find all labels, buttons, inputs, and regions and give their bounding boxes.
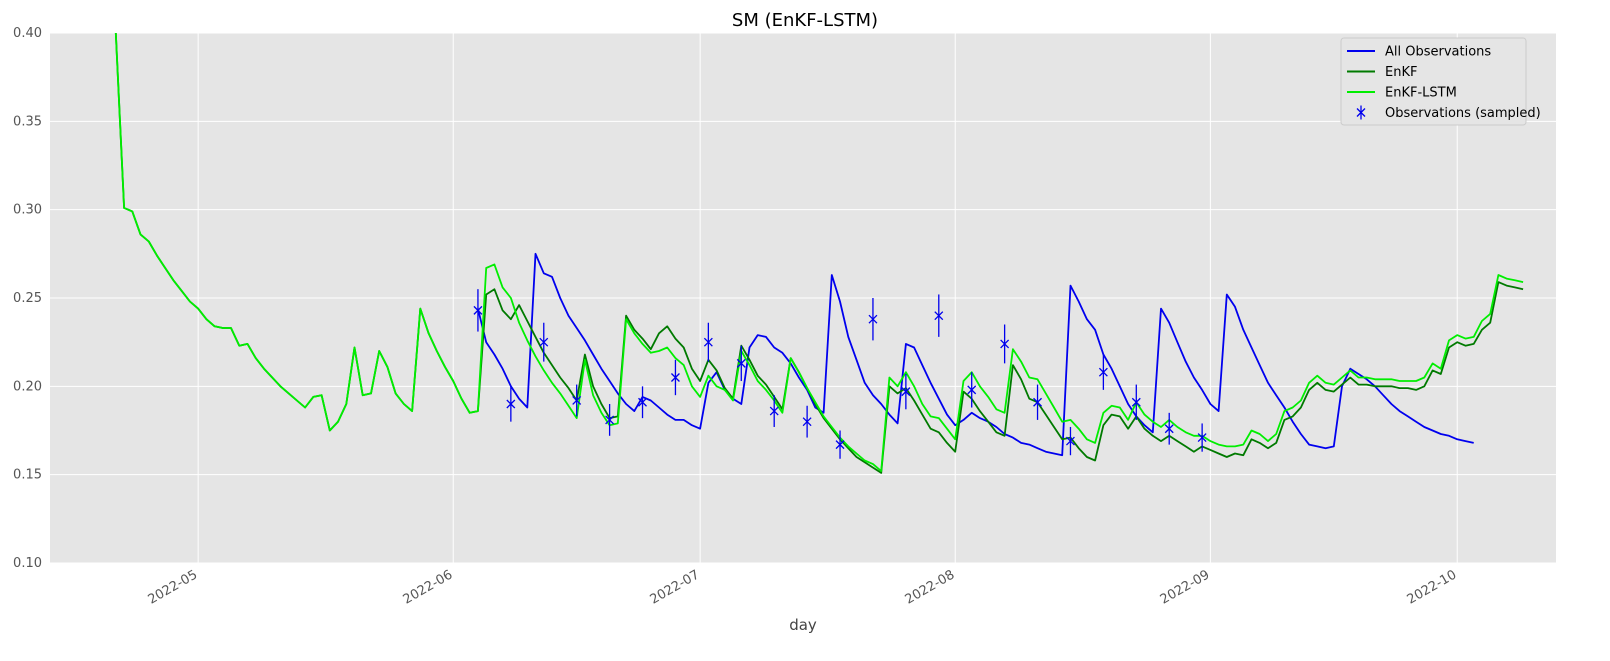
x-tick-label: 2022-09 [1158, 567, 1213, 607]
legend-item-observations-sampled: Observations (sampled) [1356, 105, 1541, 121]
observation-point [670, 359, 680, 396]
x-tick-label: 2022-08 [903, 567, 958, 607]
legend: All Observations EnKF EnKF-LSTM Observation… [1340, 37, 1541, 126]
observation-point [1098, 354, 1108, 390]
y-tick-label: 0.30 [13, 203, 42, 218]
observation-point [901, 373, 911, 410]
observation-point [835, 430, 845, 459]
observation-point [605, 404, 615, 436]
series-lines [114, 32, 1524, 474]
observation-point [1131, 384, 1141, 420]
x-tick-label: 2022-06 [401, 567, 456, 607]
observations-sampled-markers [473, 289, 1207, 459]
grid [50, 32, 1556, 564]
legend-label: Observations (sampled) [1385, 106, 1541, 121]
x-tick-label: 2022-10 [1405, 567, 1460, 607]
observation-point [1197, 423, 1207, 452]
observation-point [703, 322, 713, 362]
legend-label: All Observations [1385, 45, 1491, 60]
chart-title: SM (EnKF-LSTM) [732, 10, 878, 31]
legend-box [1340, 37, 1527, 126]
x-axis-label: day [789, 616, 817, 634]
x-tick-label: 2022-07 [648, 567, 703, 607]
observation-point [934, 294, 944, 337]
observation-point [572, 384, 582, 417]
legend-label: EnKF [1385, 65, 1417, 80]
observation-point [473, 289, 483, 332]
y-tick-label: 0.20 [13, 379, 42, 394]
observation-point [1065, 426, 1075, 456]
y-tick-label: 0.40 [13, 26, 42, 41]
legend-item-enkf-lstm: EnKF-LSTM [1347, 86, 1457, 101]
y-tick-label: 0.10 [13, 556, 42, 571]
observation-point [539, 322, 549, 362]
observation-point [1033, 384, 1043, 420]
legend-item-enkf: EnKF [1347, 65, 1417, 80]
x-tick-label: 2022-05 [146, 567, 201, 607]
observation-point [1000, 324, 1010, 364]
observation-point [506, 386, 516, 422]
series-line-all-observations [477, 252, 1474, 457]
legend-item-all-observations: All Observations [1347, 45, 1491, 60]
observation-point [638, 386, 647, 419]
observation-point [1164, 412, 1174, 445]
observation-point [967, 372, 977, 408]
y-axis: 0.10 0.15 0.20 0.25 0.30 0.35 0.40 [13, 26, 42, 571]
observation-point [736, 345, 746, 382]
legend-label: EnKF-LSTM [1385, 86, 1457, 101]
y-tick-label: 0.15 [13, 468, 42, 483]
y-tick-label: 0.25 [13, 291, 42, 306]
y-tick-label: 0.35 [13, 114, 42, 129]
series-line-enkf-lstm [114, 32, 1524, 472]
observation-point [802, 405, 812, 438]
observation-point [769, 395, 779, 427]
observation-point [868, 298, 878, 341]
x-axis: 2022-05 2022-06 2022-07 2022-08 2022-09 2022-… [146, 567, 1460, 607]
